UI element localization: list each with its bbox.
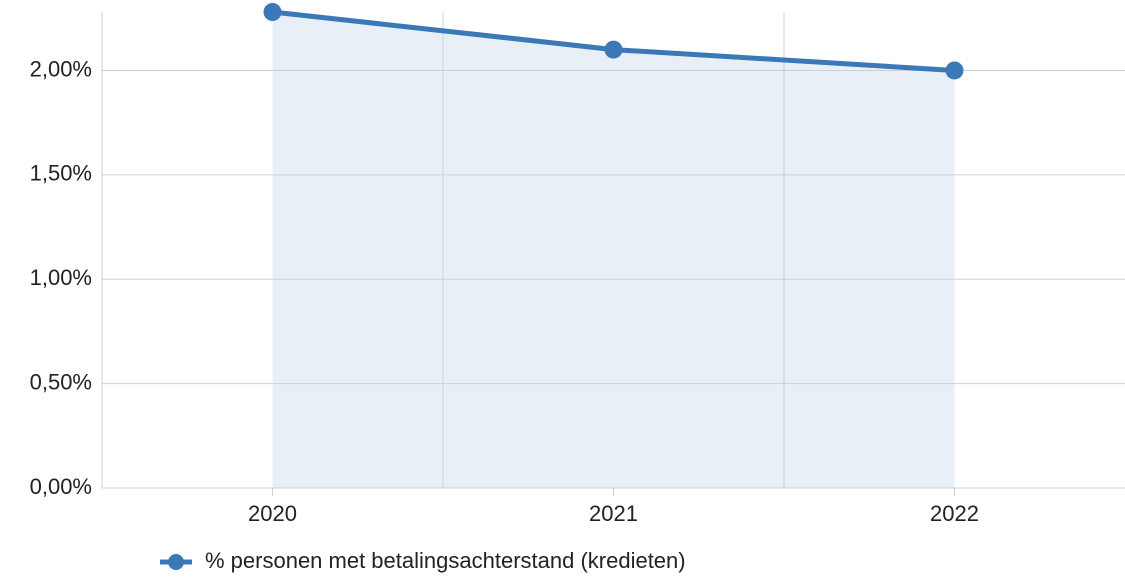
y-tick-label: 0,50% <box>30 369 92 394</box>
y-tick-label: 2,00% <box>30 56 92 81</box>
y-tick-label: 0,00% <box>30 474 92 499</box>
point <box>604 40 623 59</box>
x-tick-label: 2022 <box>930 501 979 526</box>
x-tick-label: 2021 <box>589 501 638 526</box>
legend-marker <box>168 554 184 570</box>
legend-label: % personen met betalingsachterstand (kre… <box>205 548 686 573</box>
point <box>945 61 964 80</box>
area <box>272 12 955 488</box>
y-tick-label: 1,00% <box>30 265 92 290</box>
y-tick-label: 1,50% <box>30 161 92 186</box>
point <box>263 3 282 21</box>
x-tick-label: 2020 <box>248 501 297 526</box>
